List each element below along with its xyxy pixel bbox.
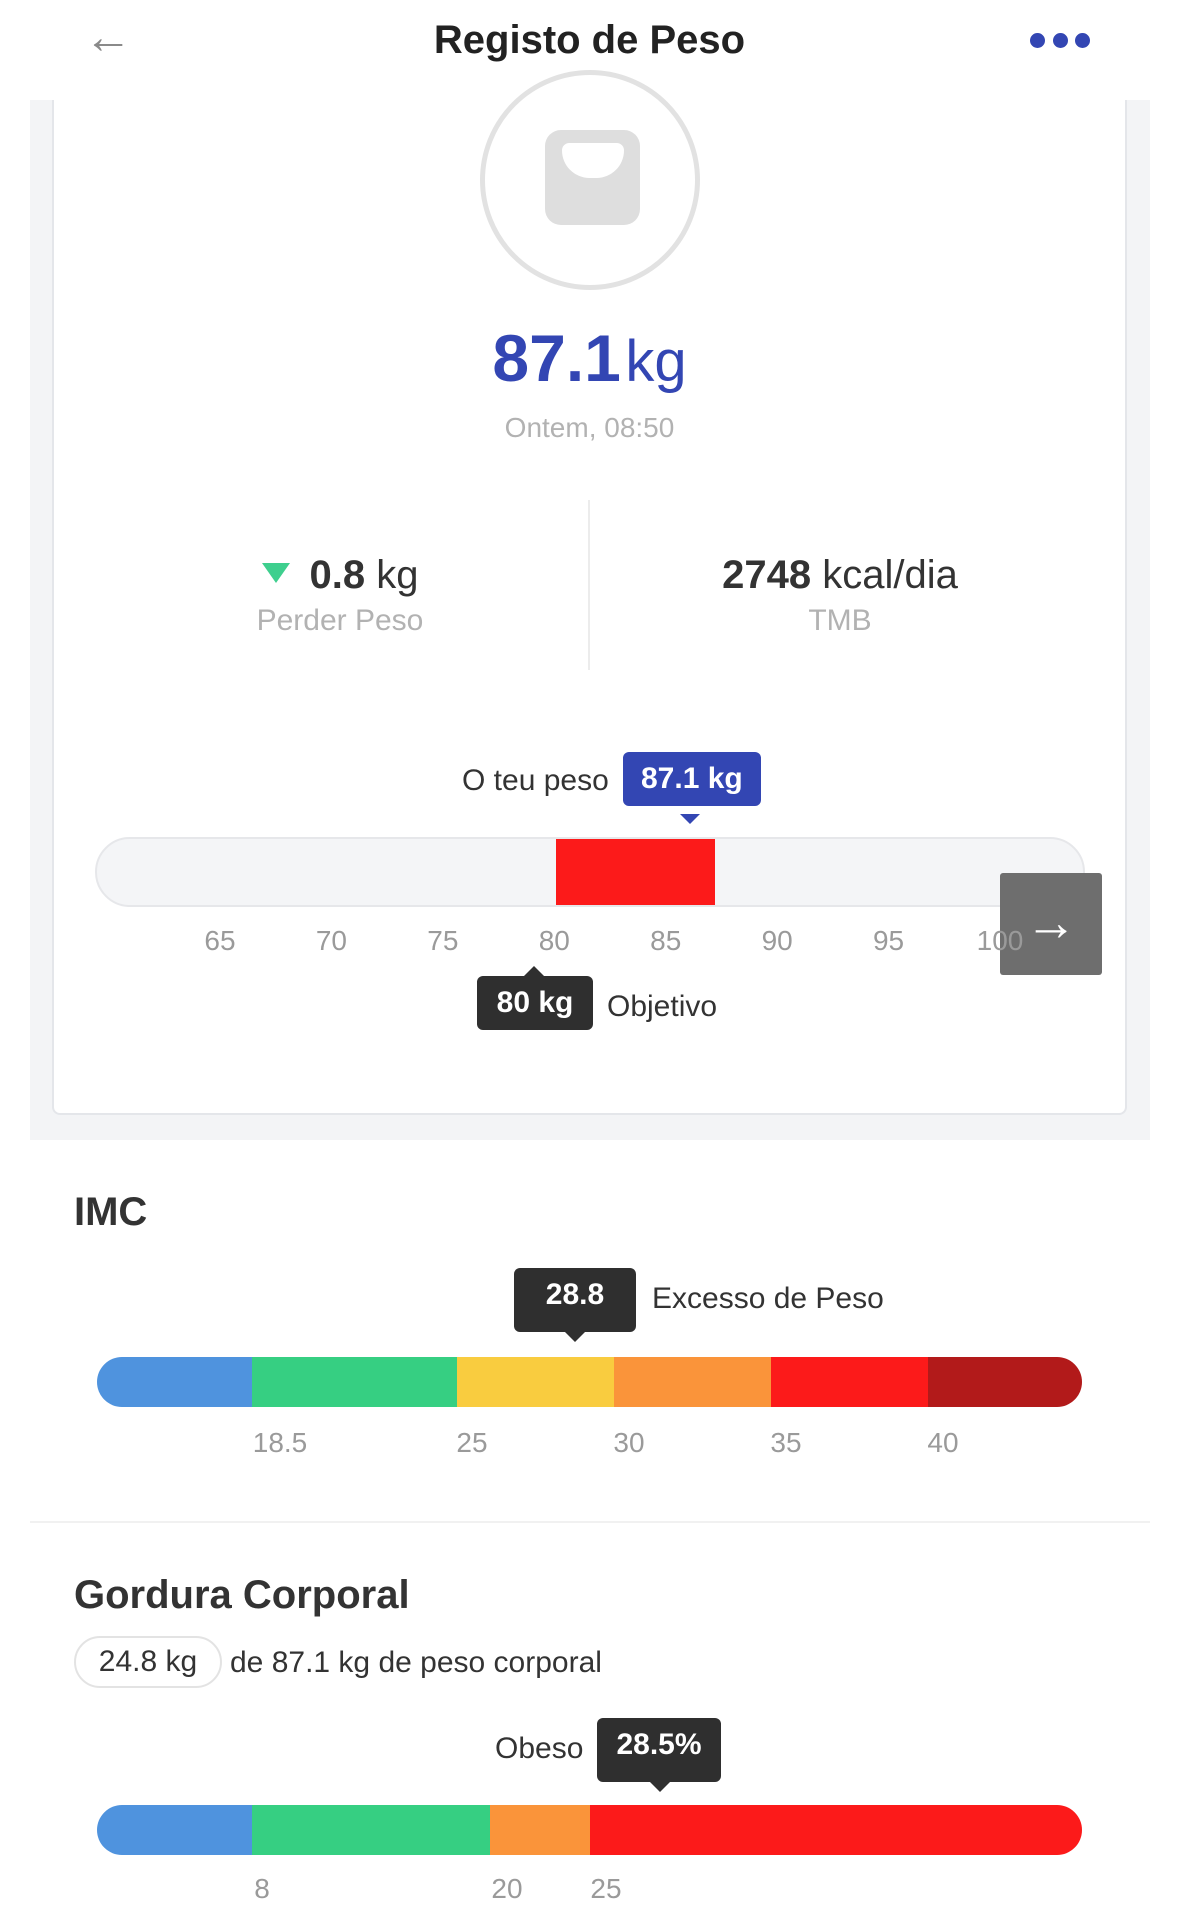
bmr-value: 2748 [722, 553, 812, 597]
weight-tick: 70 [315, 925, 347, 956]
weight-change-unit: kg [376, 553, 419, 597]
body-fat-percent-tooltip: 28.5% [597, 1718, 721, 1782]
body-fat-tick: 8 [254, 1873, 270, 1904]
body-fat-tooltip-pointer [650, 1782, 670, 1792]
body-fat-category: Obeso [495, 1732, 584, 1765]
weight-change-value: 0.8 [309, 553, 366, 597]
weight-tick: 65 [204, 925, 236, 956]
bmi-tooltip-pointer [565, 1332, 585, 1342]
bmi-segment [928, 1357, 1082, 1407]
body-fat-segment [252, 1805, 490, 1855]
bmi-tick: 35 [770, 1427, 802, 1458]
weight-tick: 75 [427, 925, 459, 956]
goal-tooltip: 80 kg [477, 976, 593, 1030]
body-fat-scale-bar [97, 1805, 1082, 1855]
body-fat-segment [490, 1805, 590, 1855]
bmi-tick: 18.5 [252, 1427, 308, 1458]
fat-mass-pill: 24.8 kg [74, 1636, 222, 1688]
more-dots-icon[interactable] [1030, 30, 1090, 50]
weight-range-fill [556, 839, 715, 905]
bmi-category: Excesso de Peso [652, 1282, 884, 1315]
weight-tick: 100 [976, 925, 1024, 956]
weight-range-bar [95, 837, 1085, 907]
weight-tick: 95 [872, 925, 905, 956]
weight-tick: 80 [538, 925, 570, 956]
your-weight-tooltip: 87.1 kg [623, 752, 761, 806]
current-weight: 87.1 kg [0, 320, 1179, 396]
bmi-segment [457, 1357, 614, 1407]
current-weight-unit: kg [625, 329, 687, 394]
page-title: Registo de Peso [433, 18, 746, 62]
stats-divider [588, 500, 590, 670]
bmi-tick: 40 [927, 1427, 959, 1458]
bmi-segment [771, 1357, 928, 1407]
bmi-scale-bar [97, 1357, 1082, 1407]
bmi-segment [97, 1357, 252, 1407]
bmi-title: IMC [74, 1190, 148, 1234]
bmi-tick: 30 [613, 1427, 645, 1458]
bmi-segment [614, 1357, 771, 1407]
your-weight-tooltip-pointer [680, 814, 700, 824]
bmr-label: TMB [808, 604, 872, 637]
weight-tick: 90 [761, 925, 793, 956]
bmi-value-tooltip: 28.8 [514, 1268, 636, 1332]
bmi-segment [252, 1357, 457, 1407]
arrow-right-icon[interactable]: → [1000, 873, 1102, 975]
goal-tooltip-pointer [524, 966, 544, 976]
body-fat-segment [97, 1805, 252, 1855]
bmr-stat: 2748 kcal/dia TMB [680, 553, 1000, 638]
weight-change-label: Perder Peso [256, 604, 424, 637]
weight-timestamp: Ontem, 08:50 [504, 412, 675, 443]
goal-label: Objetivo [607, 990, 718, 1023]
bmi-tick: 25 [456, 1427, 488, 1458]
section-divider [30, 1521, 1150, 1523]
body-fat-title: Gordura Corporal [74, 1573, 410, 1617]
fat-mass-text: de 87.1 kg de peso corporal [230, 1646, 602, 1679]
body-fat-tick: 25 [590, 1873, 622, 1904]
current-weight-value: 87.1 [492, 321, 621, 395]
your-weight-label: O teu peso [462, 764, 609, 797]
weight-tick: 85 [650, 925, 682, 956]
arrow-left-icon[interactable]: ← [84, 11, 132, 64]
bmr-unit: kcal/dia [822, 553, 958, 597]
body-fat-segment [590, 1805, 1082, 1855]
weight-change-stat: 0.8 kg Perder Peso [220, 553, 460, 638]
body-fat-tick: 20 [491, 1873, 523, 1904]
triangle-down-icon [261, 563, 290, 584]
